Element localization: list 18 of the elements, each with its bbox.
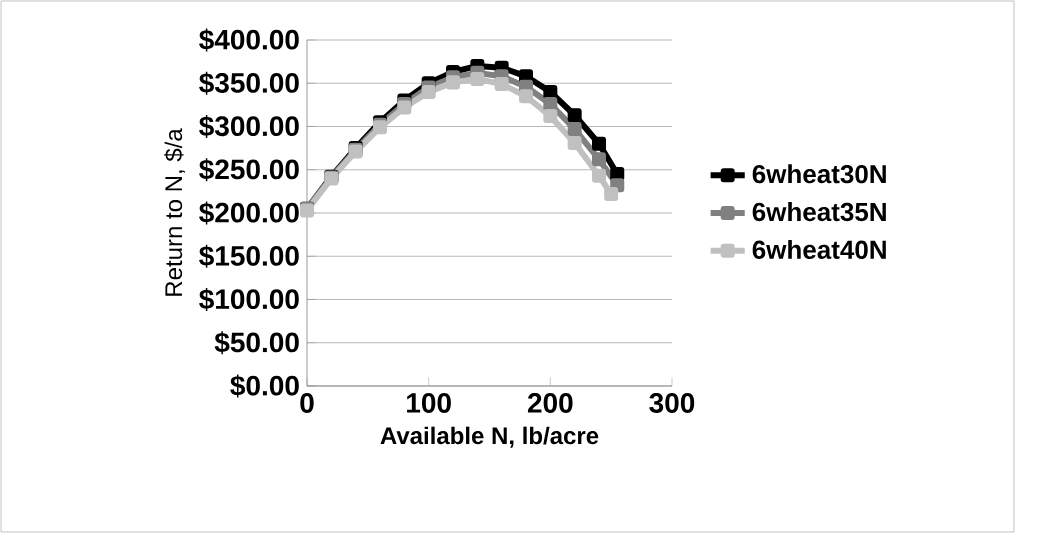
x-tick-label: 100 — [407, 393, 451, 413]
x-tick-label: 0 — [300, 393, 314, 413]
y-tick-label: $100.00 — [199, 288, 299, 311]
legend-label: 6wheat35N — [752, 202, 886, 222]
x-tick-label: 200 — [527, 393, 573, 413]
y-tick-label: $250.00 — [199, 158, 299, 182]
x-tick-label: 300 — [649, 393, 695, 413]
y-tick-label: $200.00 — [199, 201, 299, 225]
legend-label: 6wheat40N — [752, 239, 886, 259]
y-tick-label: $150.00 — [199, 244, 299, 268]
y-tick-label: $400.00 — [199, 28, 299, 52]
y-axis-title: Return to N, $/a — [164, 128, 185, 296]
y-tick-label: $300.00 — [199, 115, 299, 138]
y-tick-label: $0.00 — [230, 374, 299, 398]
x-axis-title: Available N, lb/acre — [380, 426, 599, 448]
y-tick-label: $350.00 — [199, 71, 299, 95]
legend-label: 6wheat30N — [752, 164, 886, 184]
y-tick-label: $50.00 — [214, 331, 299, 355]
